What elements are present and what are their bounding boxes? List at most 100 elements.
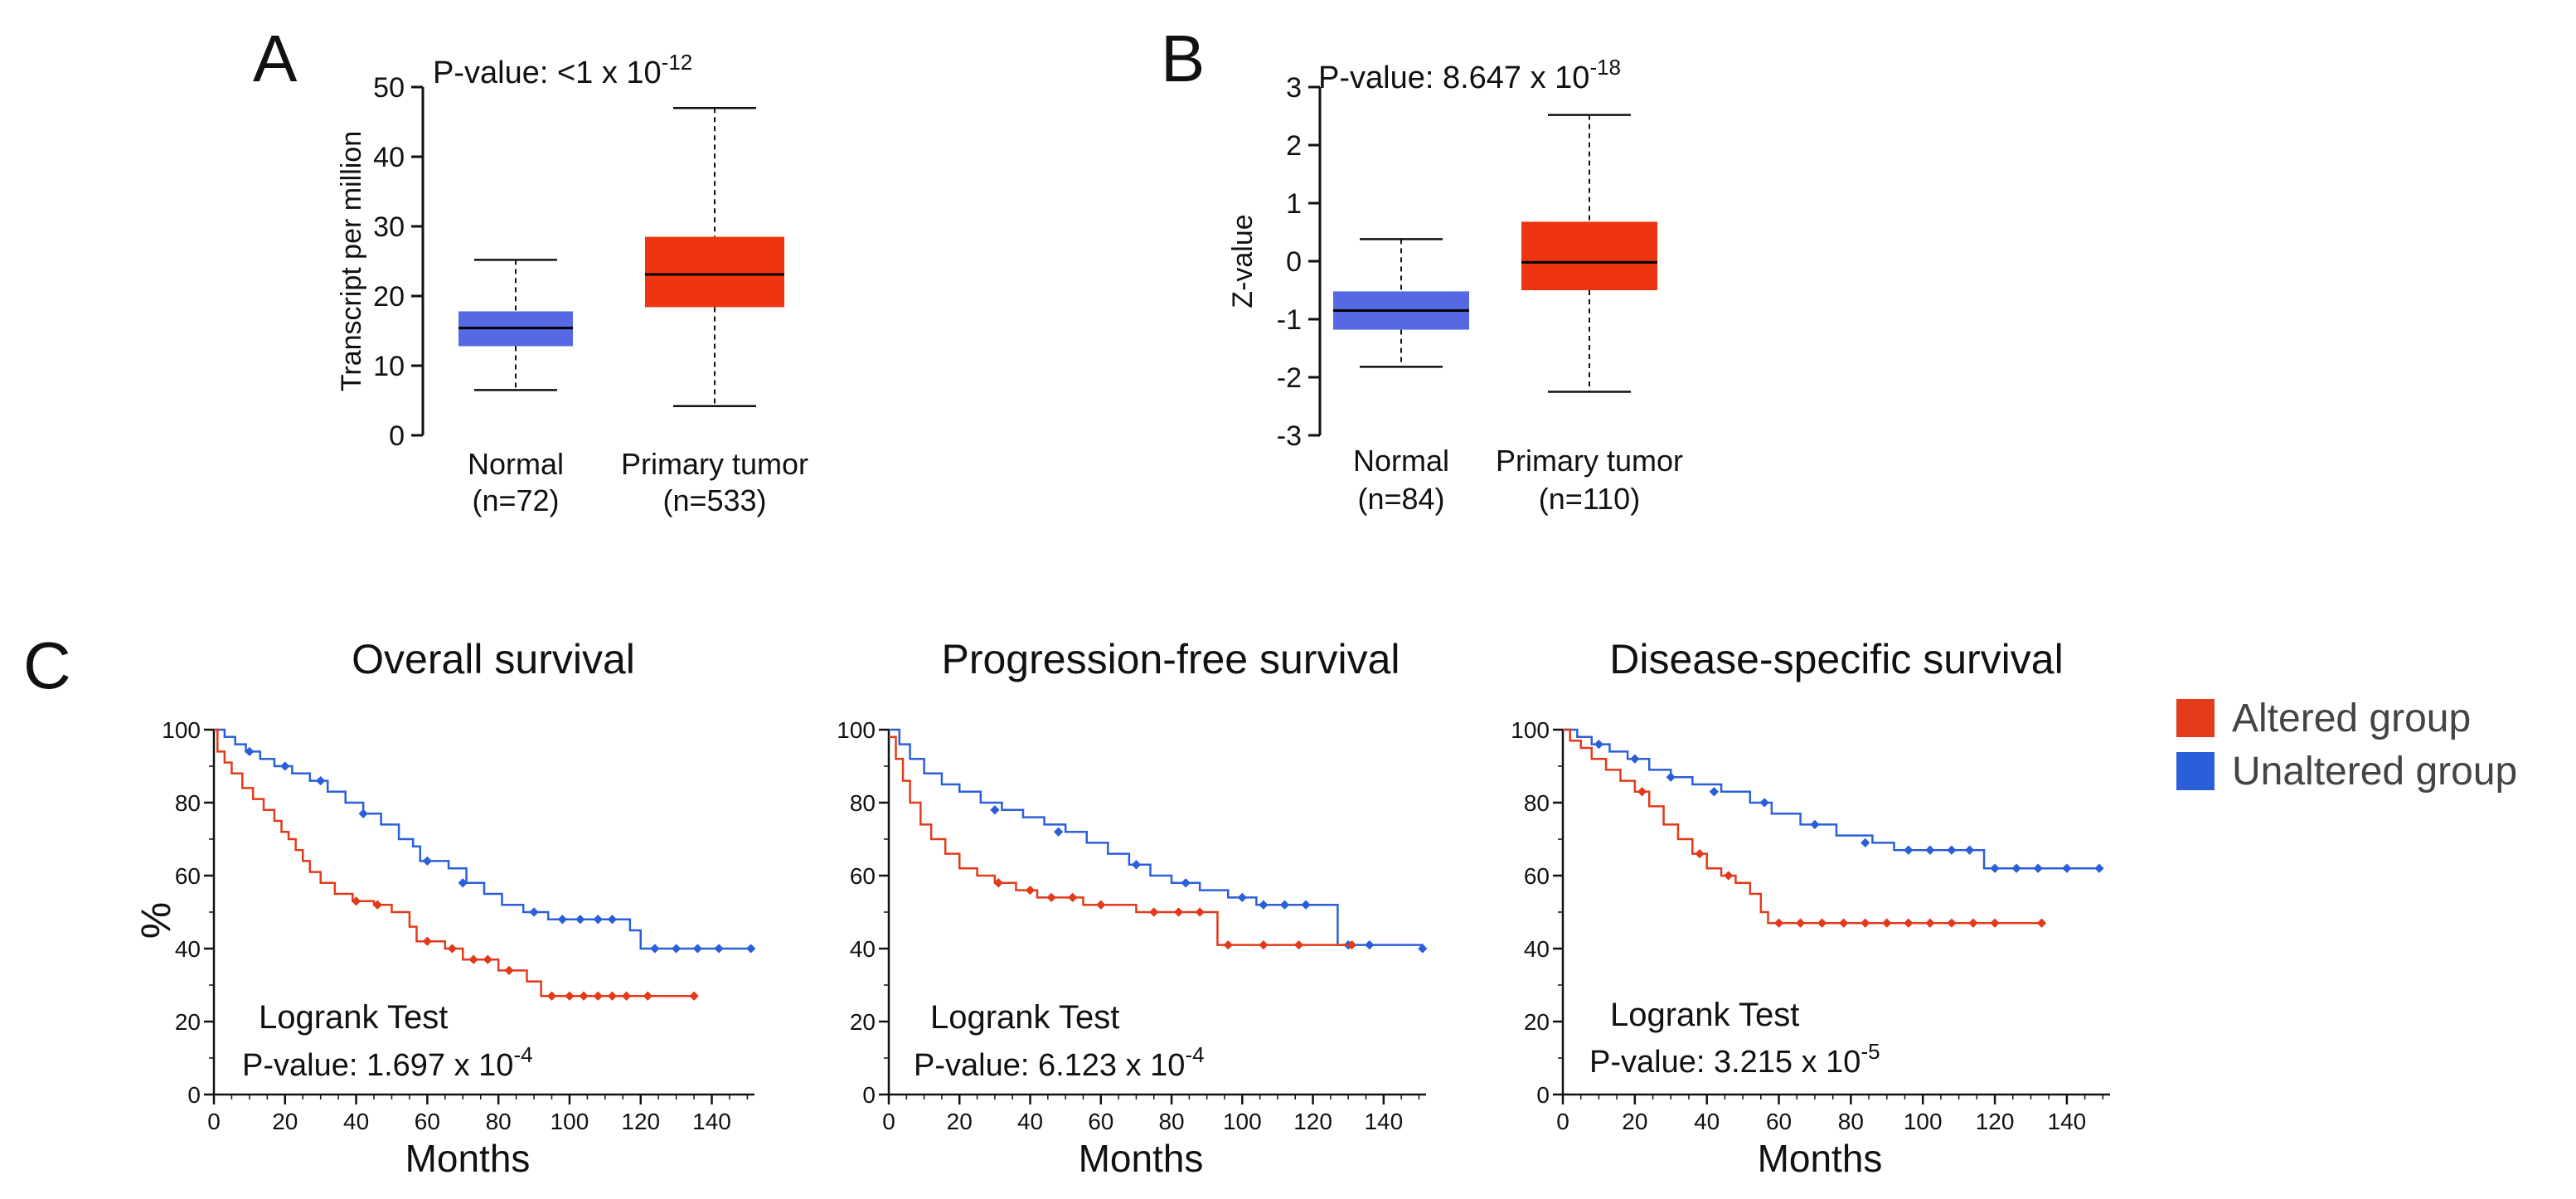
censor-mark <box>593 991 603 1001</box>
censor-mark <box>1968 918 1978 928</box>
x-axis-label: Months <box>405 1137 531 1180</box>
censor-mark <box>1418 944 1428 954</box>
censor-mark <box>245 746 255 757</box>
censor-mark <box>1860 918 1870 928</box>
y-tick-label: 20 <box>373 281 405 313</box>
x-tick-label: 20 <box>1622 1109 1647 1134</box>
censor-mark <box>1301 900 1311 910</box>
censor-mark <box>643 991 652 1001</box>
censor-mark <box>1181 878 1191 888</box>
censor-mark <box>1046 892 1056 903</box>
censor-mark <box>593 915 603 925</box>
censor-mark <box>1149 907 1159 917</box>
censor-mark <box>1925 918 1935 928</box>
censor-mark <box>1346 939 1357 950</box>
censor-mark <box>607 991 618 1001</box>
x-tick-label: 140 <box>1364 1109 1403 1134</box>
censor-mark <box>422 936 433 946</box>
y-axis-label: Z-value <box>1227 214 1259 308</box>
y-tick-label: 0 <box>1286 246 1302 278</box>
y-tick-label: 20 <box>1524 1009 1550 1035</box>
category-n-label: (n=533) <box>662 483 766 517</box>
censor-mark <box>1637 787 1647 797</box>
legend: Altered group Unaltered group <box>2176 697 2517 794</box>
x-tick-label: 120 <box>621 1109 660 1134</box>
censor-mark <box>280 761 290 771</box>
censor-mark <box>1965 845 1975 855</box>
x-tick-label: 20 <box>947 1109 973 1134</box>
series-line <box>214 728 751 950</box>
y-tick-label: 80 <box>850 790 876 816</box>
censor-mark <box>1259 900 1269 910</box>
y-tick-label: 80 <box>1524 790 1550 816</box>
km-progression-free-survival: Progression-free survival 0 20 40 60 80 100 120… <box>837 636 1428 1180</box>
censor-mark <box>1925 845 1935 855</box>
censor-mark <box>714 944 724 954</box>
y-tick-label: 100 <box>1511 717 1550 743</box>
censor-mark <box>2011 863 2021 873</box>
pvalue-label: P-value: 3.215 x 10-5 <box>1589 1039 1880 1080</box>
x-tick-label: 0 <box>207 1109 221 1134</box>
legend-swatch-altered <box>2176 699 2215 737</box>
km-overall-survival: Overall survival 0 20 40 60 80 100 120 140 0 20 40 6… <box>133 636 756 1180</box>
censor-mark <box>1594 739 1604 750</box>
x-tick-label: 0 <box>882 1109 895 1134</box>
y-tick-label: 60 <box>1524 863 1550 889</box>
censor-mark <box>358 808 368 818</box>
censor-mark <box>504 965 514 976</box>
x-axis-label: Months <box>1758 1137 1883 1180</box>
series-line <box>889 728 1424 949</box>
censor-mark <box>1724 871 1734 881</box>
y-tick-label: 60 <box>850 863 876 889</box>
x-tick-label: 100 <box>1904 1109 1943 1134</box>
x-tick-label: 80 <box>1838 1109 1864 1134</box>
censor-mark <box>565 991 575 1001</box>
x-tick-label: 120 <box>1976 1109 2015 1134</box>
censor-mark <box>607 915 618 925</box>
x-tick-label: 40 <box>1694 1109 1720 1134</box>
pvalue-label: P-value: 8.647 x 10-18 <box>1318 55 1621 95</box>
censor-mark <box>2036 918 2047 928</box>
legend-label-unaltered: Unaltered group <box>2232 750 2517 794</box>
y-tick-label: -1 <box>1277 304 1302 336</box>
y-tick-label: 40 <box>1524 936 1550 962</box>
censor-mark <box>1882 918 1892 928</box>
censor-mark <box>1131 860 1142 870</box>
series-line <box>214 728 695 998</box>
y-tick-label: 0 <box>862 1082 876 1108</box>
censor-mark <box>621 991 632 1001</box>
censor-mark <box>1817 918 1827 928</box>
censor-mark <box>316 775 326 786</box>
censor-mark <box>1053 827 1064 837</box>
category-label: Primary tumor <box>621 447 808 481</box>
y-tick-label: 30 <box>373 211 405 243</box>
box-panel-b: -3 -2 -1 0 1 2 3 Z-value P-value: 8.647 x 10-18 N… <box>1227 55 1683 516</box>
x-tick-label: 0 <box>1556 1109 1569 1134</box>
y-tick-label: 0 <box>389 420 405 452</box>
y-tick-label: 2 <box>1286 130 1302 162</box>
legend-label-altered: Altered group <box>2232 697 2471 740</box>
y-tick-label: 50 <box>373 72 405 104</box>
y-tick-label: -2 <box>1277 362 1302 394</box>
logrank-label: Logrank Test <box>1610 997 1799 1033</box>
y-tick-label: 100 <box>162 717 201 743</box>
censor-mark <box>2062 863 2072 873</box>
x-tick-label: 120 <box>1293 1109 1332 1134</box>
category-label: Normal <box>468 447 564 481</box>
y-axis-label: % <box>133 902 179 939</box>
censor-mark <box>1904 918 1914 928</box>
censor-mark <box>1947 918 1957 928</box>
y-tick-label: 0 <box>187 1082 201 1108</box>
km-disease-specific-survival: Disease-specific survival 0 20 40 60 80 100 120… <box>1511 636 2110 1180</box>
x-tick-label: 100 <box>551 1109 589 1134</box>
y-tick-label: 0 <box>1536 1082 1550 1108</box>
y-tick-label: 20 <box>850 1009 876 1035</box>
censor-mark <box>1068 892 1078 903</box>
censor-mark <box>650 944 660 954</box>
censor-mark <box>1223 939 1233 950</box>
pvalue-label: P-value: 6.123 x 10-4 <box>914 1042 1205 1083</box>
pvalue-label: P-value: 1.697 x 10-4 <box>242 1042 533 1083</box>
y-tick-label: 10 <box>373 351 405 382</box>
x-tick-label: 100 <box>1223 1109 1262 1134</box>
